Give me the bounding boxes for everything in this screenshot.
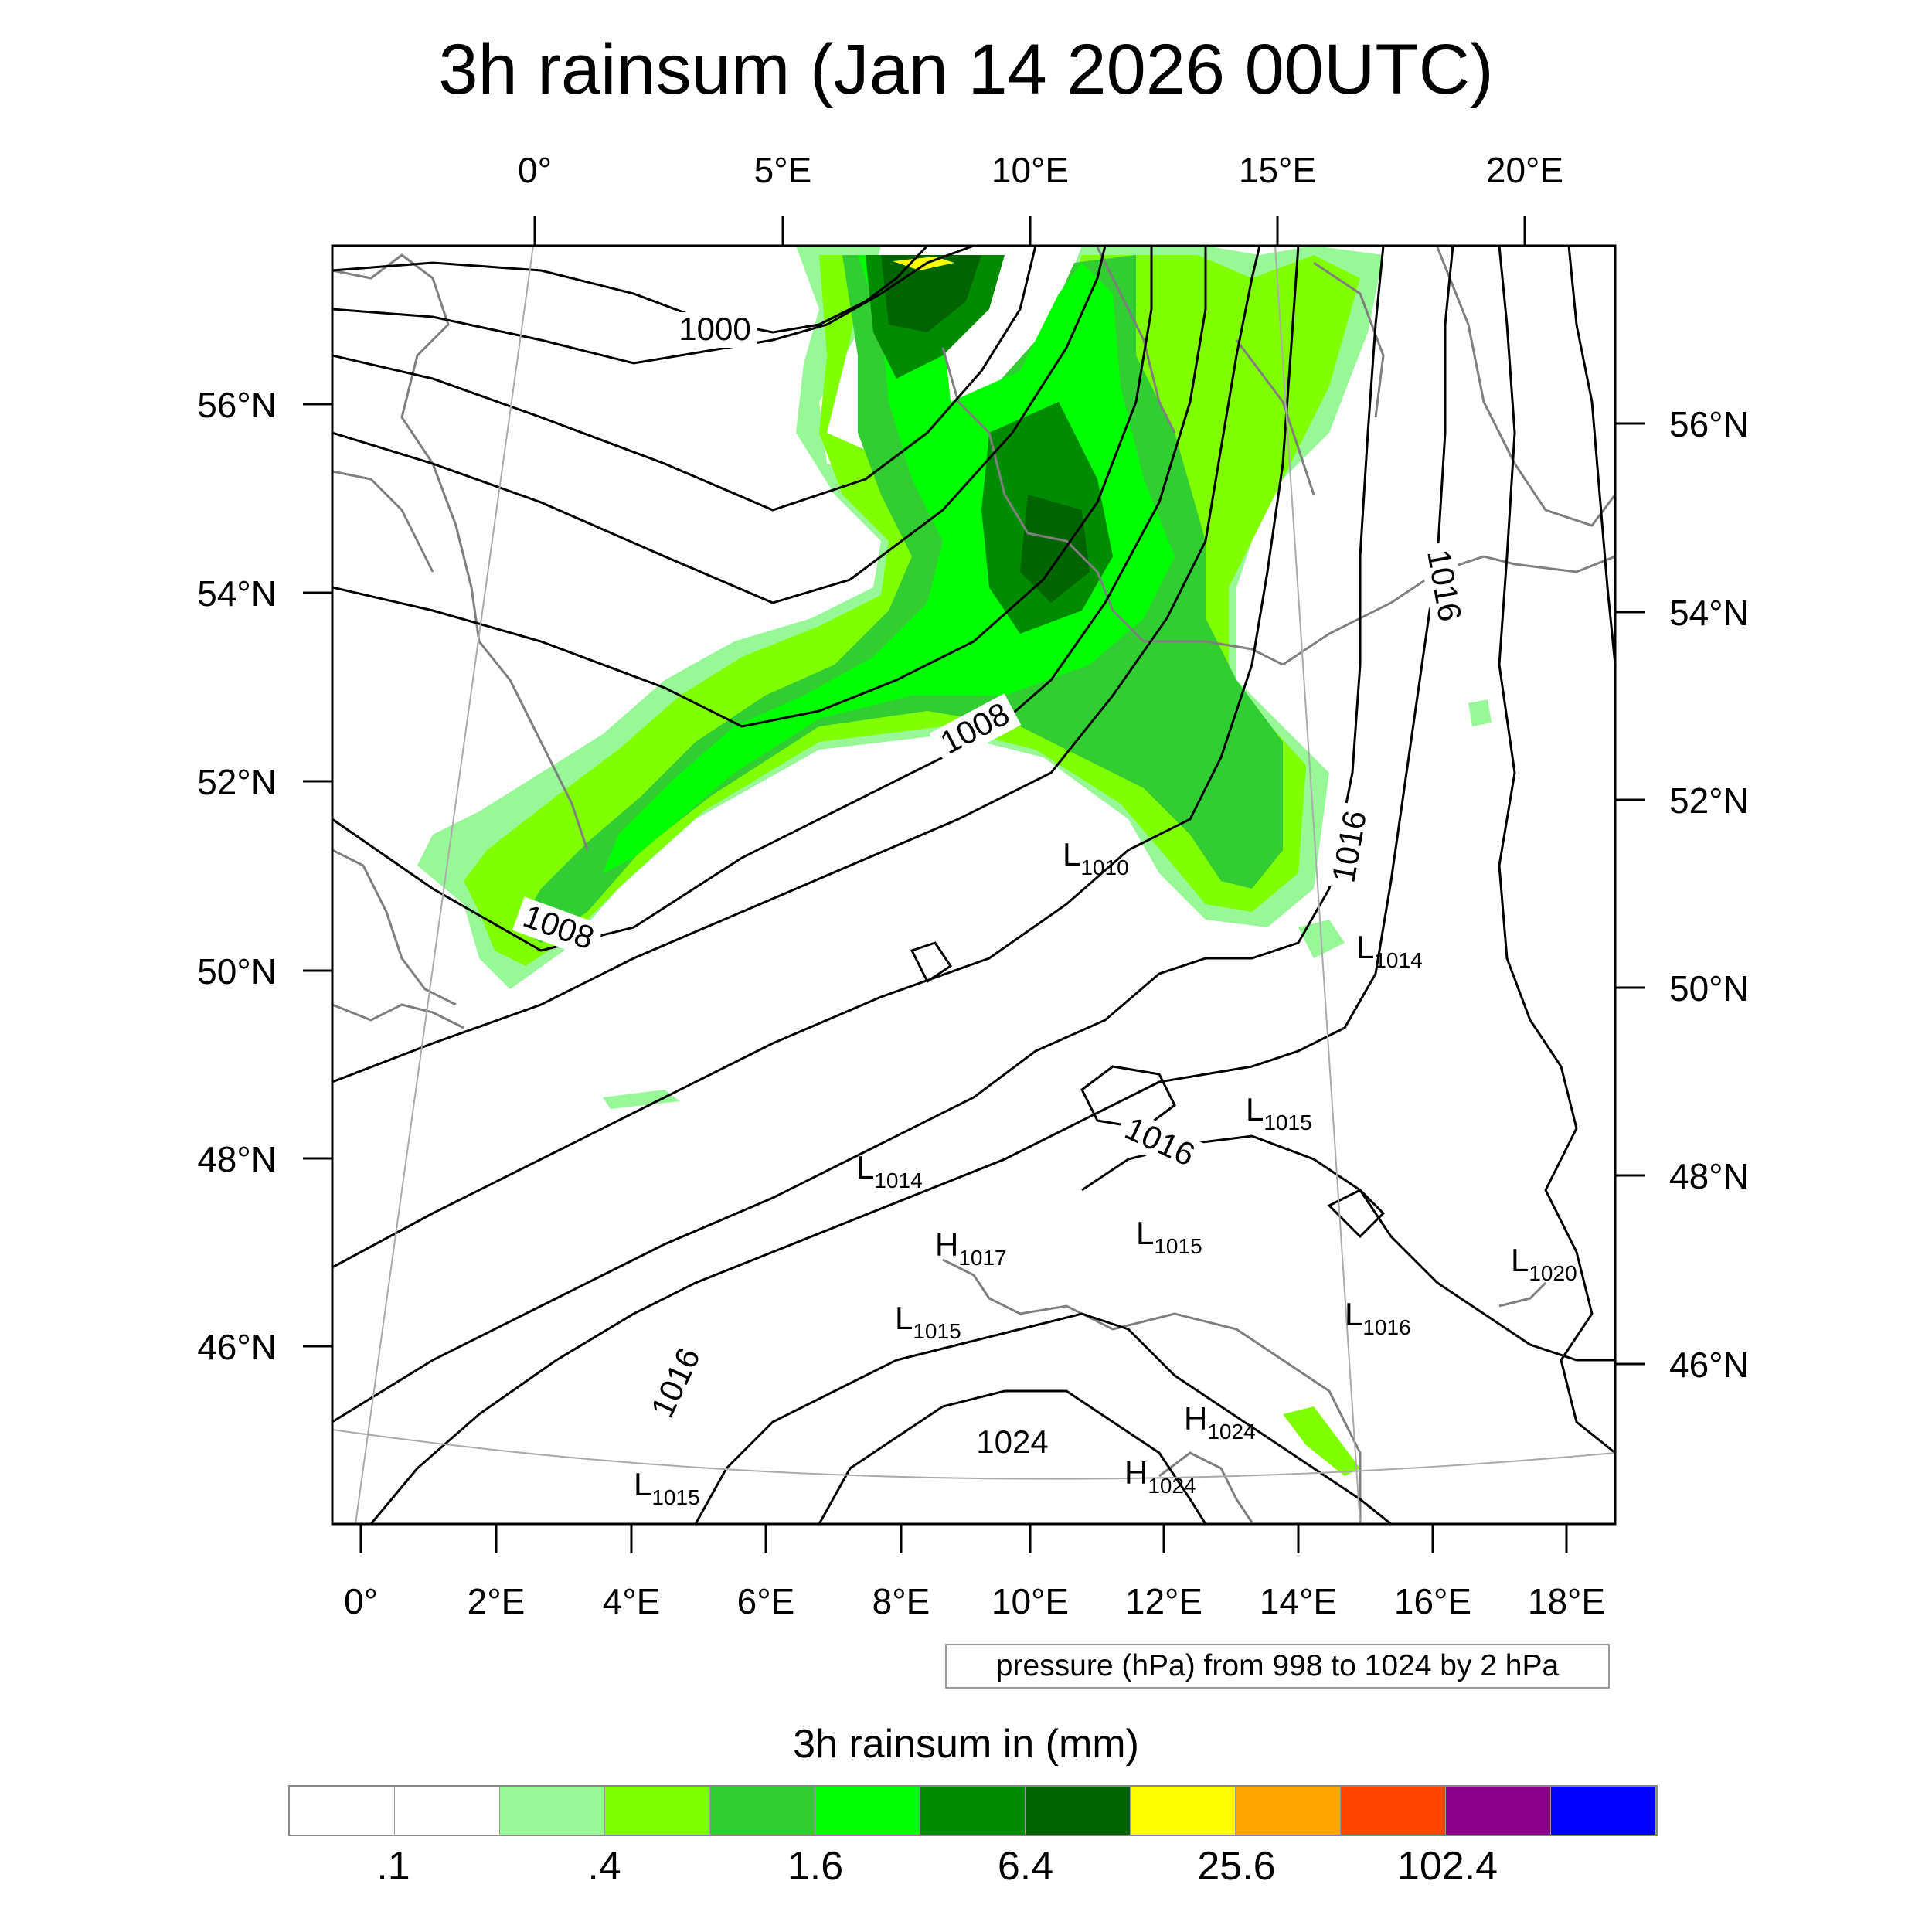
colorbar-swatch (1026, 1787, 1131, 1835)
isobars (332, 246, 1615, 1524)
isobar-small-1 (1080, 1065, 1176, 1130)
high-pressure-marker: H1024 (1124, 1454, 1196, 1498)
left-lat-label: 46°N (197, 1327, 277, 1367)
right-lat-label: 54°N (1669, 593, 1749, 633)
isobar-1004 (332, 246, 1107, 604)
colorbar-tick-label: .1 (376, 1844, 410, 1889)
colorbar-swatch (500, 1787, 605, 1835)
rain-patch-2 (1468, 699, 1492, 726)
bottom-lon-label: 2°E (468, 1581, 526, 1621)
low-pressure-marker: L1015 (895, 1300, 961, 1343)
low-pressure-marker: L1010 (1063, 836, 1129, 879)
colorbar-tick-label: .4 (587, 1844, 621, 1889)
colorbar-swatch (1446, 1787, 1551, 1835)
pressure-note: pressure (hPa) from 998 to 1024 by 2 hPa (945, 1644, 1610, 1689)
colorbar-swatch (1551, 1787, 1656, 1835)
rainfall-shading (417, 246, 1492, 1476)
rain-region-darkest (881, 255, 1090, 603)
bottom-lon-label: 16°E (1394, 1581, 1471, 1621)
bottom-lon-label: 4°E (603, 1581, 661, 1621)
colorbar-tick-labels: .1 .4 1.6 6.4 25.6 102.4 (288, 1843, 1658, 1897)
bottom-lon-labels: 0° 2°E 4°E 6°E 8°E 10°E 12°E 14°E 16°E 1… (344, 1581, 1605, 1621)
low-pressure-marker: L1015 (1136, 1215, 1202, 1258)
rain-region-yellow (893, 257, 954, 270)
isobar-1014 (332, 246, 1385, 1423)
rain-region-vivid (603, 255, 1175, 873)
low-pressure-marker: L1015 (1246, 1091, 1312, 1134)
top-lon-label: 20°E (1486, 150, 1563, 190)
colorbar-tick-label: 102.4 (1396, 1844, 1498, 1889)
colorbar-swatch (710, 1787, 815, 1835)
colorbar-tick-label: 1.6 (787, 1844, 844, 1889)
isobar-small-2 (1327, 1189, 1386, 1239)
isobar-1016a (369, 246, 1454, 1524)
low-pressure-marker: L1020 (1511, 1242, 1577, 1285)
rain-patch-4 (1283, 1406, 1360, 1476)
colorbar-swatch (920, 1787, 1026, 1835)
colorbar-swatch (1236, 1787, 1341, 1835)
colorbar-tick-label: 6.4 (997, 1844, 1054, 1889)
bottom-lon-label: 8°E (872, 1581, 930, 1621)
left-lat-label: 54°N (197, 573, 277, 614)
isobar-1018 (1567, 246, 1615, 665)
bottom-lon-label: 0° (344, 1581, 378, 1621)
top-lon-label: 5°E (754, 150, 812, 190)
left-lat-label: 48°N (197, 1139, 277, 1179)
isobar-1002 (332, 246, 1037, 512)
isobar-1000 (332, 246, 975, 365)
isobar-1016b (1498, 246, 1615, 1454)
tick-marks (303, 216, 1645, 1553)
map-title: 3h rainsum (Jan 14 2026 00UTC) (438, 30, 1494, 109)
low-pressure-marker: L1014 (856, 1149, 923, 1192)
top-lon-label: 0° (518, 150, 552, 190)
isobar-1024 (818, 1389, 1207, 1524)
colorbar-swatch (1131, 1787, 1236, 1835)
isobar-1010 (332, 246, 1261, 1083)
bottom-lon-label: 10°E (992, 1581, 1069, 1621)
isobar-small-3 (910, 941, 953, 984)
colorbar-swatch (395, 1787, 500, 1835)
colorbar (288, 1785, 1658, 1836)
isobar-1012 (332, 246, 1300, 1269)
pressure-centers: L1010 L1014 L1015 L1014 L1015 H1017 L101… (634, 836, 1577, 1509)
colorbar-tick-label: 25.6 (1197, 1844, 1276, 1889)
left-lat-label: 56°N (197, 385, 277, 425)
high-pressure-marker: H1017 (935, 1226, 1007, 1270)
right-lat-label: 56°N (1669, 404, 1749, 444)
rain-patch-3 (603, 1090, 680, 1109)
isobar-1022 (694, 1312, 1392, 1524)
low-pressure-marker: L1016 (1345, 1296, 1411, 1339)
colorbar-swatch (290, 1787, 395, 1835)
colorbar-swatch (815, 1787, 920, 1835)
right-lat-label: 46°N (1669, 1345, 1749, 1385)
bottom-lon-label: 12°E (1125, 1581, 1202, 1621)
top-lon-label: 10°E (992, 150, 1069, 190)
bottom-lon-label: 14°E (1260, 1581, 1337, 1621)
right-lat-label: 50°N (1669, 968, 1749, 1009)
low-pressure-marker: L1015 (634, 1466, 700, 1509)
left-lat-labels: 56°N 54°N 52°N 50°N 48°N 46°N (197, 385, 277, 1367)
low-pressure-marker: L1014 (1356, 929, 1423, 972)
high-pressure-marker: H1024 (1184, 1400, 1256, 1444)
isobar-label: 1000 (679, 311, 750, 347)
graticule (332, 246, 1615, 1524)
plot-frame (331, 244, 1617, 1526)
left-lat-label: 50°N (197, 951, 277, 992)
bottom-lon-label: 18°E (1528, 1581, 1605, 1621)
isobar-1006 (332, 246, 1153, 728)
colorbar-swatch (1341, 1787, 1446, 1835)
right-lat-label: 48°N (1669, 1156, 1749, 1196)
right-lat-labels: 56°N 54°N 52°N 50°N 48°N 46°N (1669, 404, 1749, 1385)
colorbar-title: 3h rainsum in (mm) (793, 1722, 1139, 1767)
right-lat-label: 52°N (1669, 781, 1749, 821)
left-lat-label: 52°N (197, 762, 277, 802)
top-lon-label: 15°E (1239, 150, 1316, 190)
bottom-lon-label: 6°E (737, 1581, 795, 1621)
colorbar-swatch (605, 1787, 710, 1835)
top-lon-labels: 0° 5°E 10°E 15°E 20°E (518, 150, 1563, 190)
isobar-label: 1024 (976, 1423, 1048, 1460)
